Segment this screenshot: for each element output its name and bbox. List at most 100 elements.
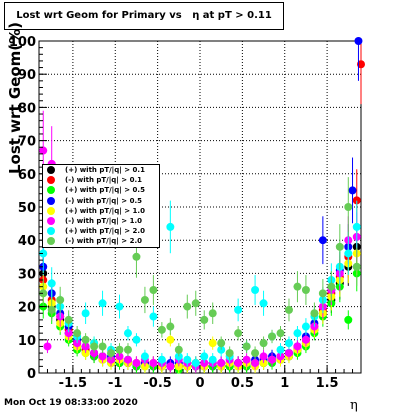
data-point <box>268 332 277 341</box>
data-point <box>310 309 319 318</box>
legend-item: (-) with pT/|q| > 0.1 <box>43 175 159 185</box>
legend-item: (+) with pT/|q| > 1.0 <box>43 206 159 216</box>
data-point <box>47 279 56 288</box>
data-point <box>157 355 166 364</box>
data-point <box>123 345 132 354</box>
data-point <box>284 339 293 348</box>
data-point <box>132 359 141 368</box>
legend-label: (-) with pT/|q| > 0.5 <box>65 196 142 205</box>
legend-item: (+) with pT/|q| > 0.1 <box>43 165 159 175</box>
data-point <box>251 349 260 358</box>
data-point <box>344 249 353 258</box>
data-point <box>39 249 48 258</box>
data-point <box>335 242 344 251</box>
data-point <box>284 305 293 314</box>
legend-marker <box>47 217 55 226</box>
data-point <box>73 329 82 338</box>
data-point <box>259 352 268 361</box>
data-point <box>81 335 90 344</box>
data-point <box>259 299 268 308</box>
data-point <box>149 286 158 294</box>
data-point <box>115 345 124 354</box>
data-point <box>90 342 99 351</box>
y-axis-label: Lost wrt Geom(%) <box>6 22 24 174</box>
data-point <box>157 325 166 334</box>
data-point <box>327 282 336 291</box>
y-tick-label: 20 <box>18 301 36 316</box>
data-point <box>344 315 353 324</box>
grid <box>39 41 361 373</box>
y-tick-label: 50 <box>18 201 36 216</box>
legend-item: (-) with pT/|q| > 1.0 <box>43 216 159 226</box>
data-point <box>251 359 260 368</box>
data-point <box>39 289 48 298</box>
data-point <box>259 339 268 348</box>
data-point <box>98 342 107 351</box>
data-point <box>268 355 277 364</box>
data-point <box>43 342 52 351</box>
data-point <box>47 305 56 314</box>
legend-label: (-) with pT/|q| > 0.1 <box>65 176 142 185</box>
data-point <box>132 252 141 261</box>
data-point <box>98 352 107 361</box>
x-tick-label: -1 <box>108 376 122 391</box>
legend-item: (-) with pT/|q| > 2.0 <box>43 236 159 246</box>
legend-label: (+) with pT/|q| > 0.5 <box>65 186 145 195</box>
data-point <box>140 295 149 304</box>
data-point <box>318 236 327 245</box>
data-point <box>107 349 116 358</box>
data-point <box>98 299 107 308</box>
data-point <box>357 60 365 69</box>
data-point <box>140 352 149 361</box>
data-point <box>217 359 226 368</box>
data-point <box>352 196 361 205</box>
chart-title: Lost wrt Geom for Primary vs η at pT > 0… <box>4 2 284 30</box>
data-point <box>166 362 175 371</box>
data-point <box>301 322 310 331</box>
data-point <box>234 305 243 314</box>
data-point <box>348 186 357 195</box>
data-point <box>293 342 302 351</box>
x-tick-label: -0.5 <box>143 376 171 391</box>
data-point <box>123 355 132 364</box>
data-point <box>115 302 124 311</box>
legend: (+) with pT/|q| > 0.1 (-) with pT/|q| > 0… <box>42 164 160 248</box>
legend-marker <box>47 176 55 185</box>
data-point <box>242 342 251 351</box>
data-point <box>132 335 141 344</box>
x-tick-label: 1 <box>280 376 289 391</box>
data-point <box>276 345 285 354</box>
y-tick-label: 0 <box>27 367 36 382</box>
data-point <box>81 309 90 318</box>
legend-label: (+) with pT/|q| > 1.0 <box>65 206 145 215</box>
data-point <box>208 339 217 348</box>
data-point <box>123 329 132 338</box>
legend-marker <box>47 237 55 246</box>
data-point <box>174 345 183 354</box>
legend-marker <box>47 206 55 215</box>
y-tick-label: 90 <box>18 68 36 83</box>
data-point <box>208 309 217 318</box>
data-point <box>166 222 175 231</box>
data-point <box>183 302 192 311</box>
data-point <box>301 335 310 344</box>
data-point <box>64 329 73 338</box>
data-point <box>191 299 200 308</box>
data-point <box>234 329 243 338</box>
x-tick-label: 0.5 <box>231 376 254 391</box>
data-point <box>149 312 158 321</box>
legend-label: (+) with pT/|q| > 0.1 <box>65 166 145 175</box>
data-point <box>293 282 302 291</box>
data-points <box>39 37 365 374</box>
legend-label: (-) with pT/|q| > 1.0 <box>65 217 142 226</box>
x-tick-label: 0 <box>195 376 204 391</box>
x-tick-label: -1.5 <box>59 376 87 391</box>
y-tick-label: 60 <box>18 168 36 183</box>
legend-item: (+) with pT/|q| > 2.0 <box>43 226 159 236</box>
data-point <box>352 262 361 271</box>
series-7 <box>39 177 361 360</box>
data-point <box>208 355 217 364</box>
data-point <box>251 286 260 294</box>
data-point <box>352 222 361 231</box>
data-point <box>234 359 243 368</box>
